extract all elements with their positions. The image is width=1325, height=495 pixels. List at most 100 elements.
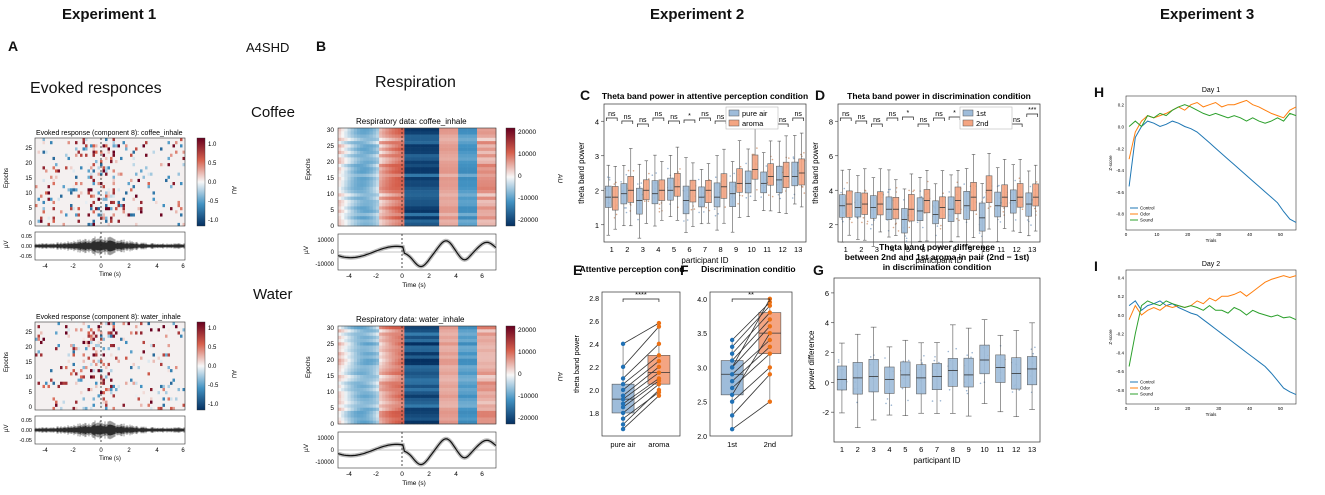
heatmap-cell	[357, 212, 361, 217]
heatmap-cell	[489, 345, 494, 350]
heatmap-cell	[347, 388, 351, 392]
heatmap-cell	[470, 381, 475, 386]
heatmap-cell	[401, 147, 405, 152]
heatmap-cell	[454, 193, 459, 197]
heatmap-cell	[341, 147, 345, 152]
heatmap-cell	[423, 365, 427, 369]
heatmap-cell	[454, 170, 459, 175]
heatmap-cell	[388, 404, 393, 408]
heatmap-cell	[369, 131, 374, 135]
heatmap-cell	[388, 147, 393, 152]
heatmap-cell	[372, 420, 377, 425]
evoked-coffee-figure: Evoked response (component 8): coffee_in…	[4, 130, 236, 278]
heatmap-cell	[486, 177, 490, 181]
heatmap-cell	[398, 371, 402, 376]
heatmap-cell	[369, 381, 374, 386]
box	[751, 154, 759, 180]
heatmap-cell	[486, 378, 490, 382]
significance-label: ns	[858, 114, 866, 121]
heatmap-cell	[382, 219, 386, 224]
heatmap-cell	[366, 407, 370, 412]
heatmap-cell	[486, 361, 490, 366]
heatmap-cell	[391, 388, 396, 392]
significance-label: ns	[842, 111, 850, 118]
heatmap-cell	[410, 394, 415, 399]
box	[1010, 189, 1017, 214]
respiration-coffee-heatmap	[338, 128, 497, 227]
heatmap-cell	[394, 345, 399, 350]
heatmap-cell	[483, 183, 487, 188]
heatmap-cell	[461, 404, 465, 408]
heatmap-cell	[382, 384, 386, 389]
heatmap-cell	[486, 180, 490, 184]
heatmap-cell	[417, 401, 421, 405]
heatmap-cell	[458, 326, 462, 330]
heatmap-cell	[407, 407, 411, 412]
heatmap-cell	[410, 417, 415, 422]
heatmap-cell	[461, 183, 465, 188]
heatmap-cell	[467, 199, 472, 204]
heatmap-cell	[341, 404, 345, 408]
heatmap-cell	[492, 170, 497, 175]
heatmap-cell	[461, 128, 465, 132]
heatmap-cell	[47, 222, 50, 227]
heatmap-cell	[80, 375, 83, 379]
data-point	[655, 172, 657, 174]
colorbar-tick: -20000	[518, 415, 539, 422]
heatmap-cell	[52, 406, 55, 411]
heatmap-cell	[391, 397, 396, 402]
heatmap-cell	[372, 401, 377, 405]
heatmap-cell	[401, 150, 405, 155]
trace-mean	[337, 240, 497, 268]
heatmap-cell	[477, 407, 481, 412]
heatmap-cell	[473, 355, 478, 359]
epoch-tick: 20	[25, 345, 32, 351]
heatmap-cell	[385, 160, 389, 165]
heatmap-cell	[445, 186, 449, 191]
heatmap-cell	[391, 335, 396, 340]
heatmap-cell	[350, 384, 355, 389]
heatmap-cell	[413, 342, 418, 346]
box	[877, 191, 884, 216]
heatmap-cell	[461, 365, 465, 369]
respiration-coffee-trace	[337, 238, 498, 269]
heatmap-cell	[341, 163, 345, 168]
heatmap-cell	[492, 339, 497, 343]
heatmap-cell	[37, 219, 40, 223]
heatmap-cell	[394, 365, 399, 369]
heatmap-cell	[413, 348, 418, 353]
heatmap-cell	[442, 131, 446, 135]
heatmap-cell	[436, 180, 440, 184]
heatmap-cell	[388, 384, 393, 389]
heatmap-cell	[429, 183, 434, 188]
heatmap-cell	[92, 163, 95, 167]
heatmap-cell	[385, 177, 389, 181]
heatmap-cell	[473, 348, 478, 353]
heatmap-cell	[410, 144, 415, 148]
heatmap-cell	[467, 397, 472, 402]
heatmap-cell	[388, 134, 393, 139]
heatmap-cell	[467, 212, 472, 217]
heatmap-cell	[404, 193, 408, 197]
data-point	[999, 221, 1002, 223]
data-point	[713, 208, 716, 210]
heatmap-cell	[344, 212, 348, 217]
y-tick-label: 4	[829, 186, 833, 195]
heatmap-cell	[473, 391, 478, 395]
heatmap-cell	[388, 157, 393, 161]
significance-bracket	[699, 117, 711, 121]
heatmap-cell	[394, 222, 399, 227]
heatmap-cell	[458, 137, 462, 142]
heatmap-cell	[401, 177, 405, 181]
heatmap-cell	[417, 352, 421, 356]
heatmap-cell	[432, 209, 437, 214]
heatmap-cell	[429, 163, 434, 168]
heatmap-cell	[100, 359, 103, 363]
heatmap-cell	[357, 355, 361, 359]
heatmap-cell	[394, 134, 399, 139]
heatmap-cell	[413, 206, 418, 210]
heatmap-cell	[382, 335, 386, 340]
heatmap-cell	[360, 199, 364, 204]
heatmap-cell	[347, 381, 351, 386]
time-axis-label: Time (s)	[402, 282, 426, 289]
